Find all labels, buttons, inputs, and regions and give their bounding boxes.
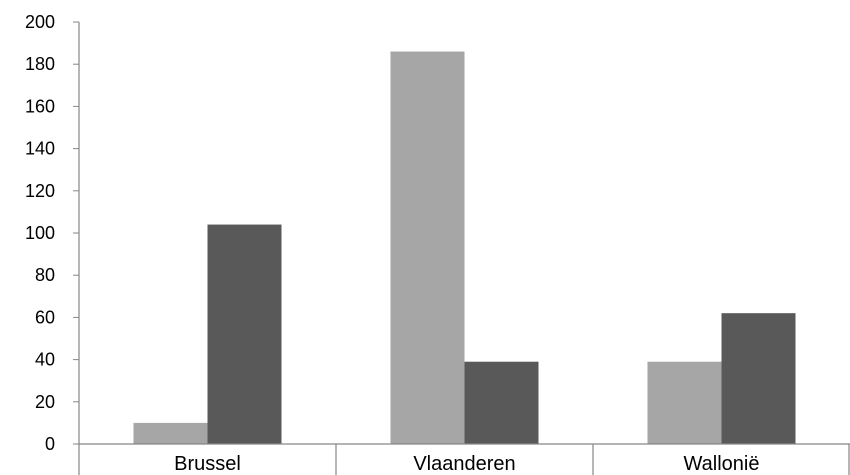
y-tick-label: 100 [25, 223, 55, 243]
bar-series-2-brussel [207, 224, 282, 444]
y-tick-label: 0 [45, 434, 55, 454]
y-tick-label: 20 [35, 392, 55, 412]
y-axis-ticks: 0 20 40 60 80 100 120 140 160 180 200 [25, 12, 55, 454]
y-tick-label: 160 [25, 96, 55, 116]
x-axis-labels: Brussel Vlaanderen Wallonië [174, 453, 759, 475]
y-tick-label: 120 [25, 181, 55, 201]
bars-group [133, 51, 796, 444]
bar-series-1-brussel [133, 422, 208, 444]
bar-series-2-vlaanderen [464, 361, 539, 444]
y-tick-label: 140 [25, 139, 55, 159]
bar-series-2-wallonië [721, 313, 796, 444]
x-category-label: Wallonië [684, 453, 760, 475]
x-category-label: Brussel [174, 453, 241, 475]
y-tick-label: 180 [25, 54, 55, 74]
axes-group [73, 21, 850, 475]
y-tick-label: 40 [35, 350, 55, 370]
bar-series-1-vlaanderen [390, 51, 465, 444]
x-category-label: Vlaanderen [413, 453, 515, 475]
y-tick-label: 80 [35, 265, 55, 285]
bar-series-1-wallonië [647, 361, 722, 444]
y-tick-label: 60 [35, 307, 55, 327]
y-tick-label: 200 [25, 12, 55, 32]
